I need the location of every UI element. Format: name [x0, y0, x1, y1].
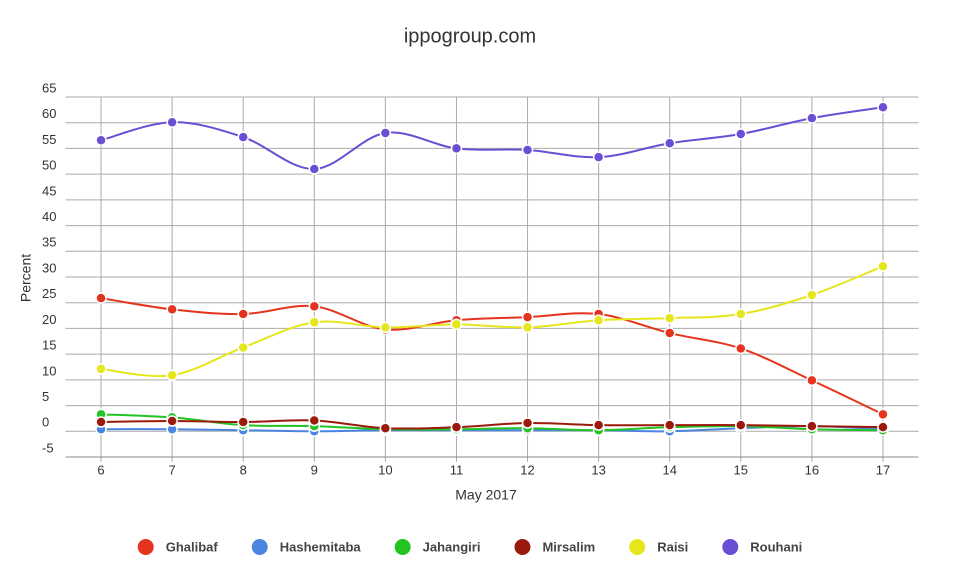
x-tick-label: 6 — [97, 462, 104, 477]
y-tick-label: 60 — [42, 106, 56, 121]
y-tick-label: 25 — [42, 286, 56, 301]
x-tick-label: 13 — [591, 462, 605, 477]
x-tick-label: 17 — [876, 462, 890, 477]
data-point — [806, 420, 818, 432]
x-axis-label: May 2017 — [455, 487, 517, 503]
data-point — [95, 416, 107, 428]
data-point — [237, 341, 249, 354]
legend-swatch — [251, 539, 268, 555]
data-point — [308, 300, 321, 313]
data-point — [308, 316, 321, 329]
y-tick-label: 20 — [42, 312, 56, 327]
series-line — [100, 297, 884, 416]
data-point — [521, 417, 534, 429]
legend-swatch — [629, 539, 646, 555]
series-line — [100, 413, 883, 432]
y-tick-label: 45 — [42, 183, 56, 198]
data-point — [735, 419, 747, 431]
data-point — [95, 134, 107, 146]
data-point — [450, 421, 463, 433]
legend-label: Hashemitaba — [280, 539, 362, 554]
data-point — [806, 374, 818, 387]
series-line — [101, 419, 883, 430]
data-point — [166, 303, 178, 316]
y-tick-label: 40 — [42, 209, 56, 224]
data-point — [592, 151, 605, 163]
series-line — [100, 265, 884, 378]
legend-label: Ghalibaf — [166, 539, 219, 554]
series-line — [101, 425, 884, 433]
y-tick-label: 15 — [42, 338, 56, 353]
data-point — [450, 318, 463, 331]
data-point — [237, 416, 249, 428]
x-tick-label: 15 — [734, 462, 748, 477]
data-point — [450, 142, 463, 155]
legend-label: Mirsalim — [542, 539, 595, 554]
x-tick-label: 10 — [378, 462, 392, 477]
data-point — [308, 414, 321, 427]
data-point — [166, 116, 178, 128]
data-point — [521, 311, 534, 323]
y-tick-label: 50 — [42, 158, 56, 173]
data-point — [95, 292, 107, 304]
data-point — [735, 308, 747, 320]
data-point — [521, 321, 534, 334]
legend-swatch — [137, 539, 154, 555]
y-tick-label: 30 — [42, 260, 56, 275]
data-point — [735, 342, 747, 355]
x-tick-label: 8 — [240, 462, 247, 477]
legend-swatch — [514, 539, 531, 555]
legend-label: Raisi — [657, 539, 688, 554]
data-point — [663, 327, 676, 339]
data-point — [592, 314, 605, 326]
data-point — [521, 144, 534, 156]
data-point — [379, 321, 392, 334]
data-point — [166, 369, 178, 381]
data-point — [663, 312, 676, 324]
data-point — [877, 408, 889, 421]
data-point — [592, 419, 605, 431]
data-point — [663, 419, 676, 431]
data-point — [877, 101, 889, 114]
legend-label: Rouhani — [750, 539, 802, 554]
data-point — [806, 289, 818, 301]
data-point — [237, 131, 249, 143]
legend: Ghalibaf Hashemitaba Jahangiri Mirsalim Rais… — [137, 539, 802, 555]
series-line — [100, 106, 884, 171]
data-point — [379, 422, 392, 434]
legend-swatch — [722, 539, 739, 555]
data-point — [95, 363, 107, 375]
x-tick-label: 7 — [169, 462, 176, 477]
y-tick-label: -5 — [42, 440, 54, 455]
x-tick-label: 9 — [311, 462, 318, 477]
y-tick-label: 55 — [42, 132, 56, 147]
data-point — [237, 308, 249, 320]
data-point — [735, 128, 747, 140]
data-point — [806, 112, 818, 124]
x-tick-label: 11 — [450, 462, 464, 477]
y-tick-label: 65 — [42, 80, 56, 95]
y-tick-label: 10 — [42, 363, 56, 378]
data-point — [663, 137, 676, 150]
data-point — [308, 163, 321, 175]
x-tick-label: 12 — [520, 462, 534, 477]
data-point — [877, 260, 889, 272]
legend-swatch — [394, 539, 411, 555]
x-tick-label: 14 — [662, 462, 676, 477]
legend-label: Jahangiri — [423, 539, 481, 554]
chart-title: ippogroup.com — [404, 25, 536, 47]
y-tick-label: 5 — [42, 389, 49, 404]
y-tick-label: 0 — [42, 415, 49, 430]
y-axis-label: Percent — [18, 254, 34, 302]
data-point — [379, 127, 392, 139]
y-tick-label: 35 — [42, 235, 56, 250]
x-tick-label: 16 — [805, 462, 819, 477]
data-point — [877, 421, 889, 433]
data-point — [166, 415, 178, 427]
